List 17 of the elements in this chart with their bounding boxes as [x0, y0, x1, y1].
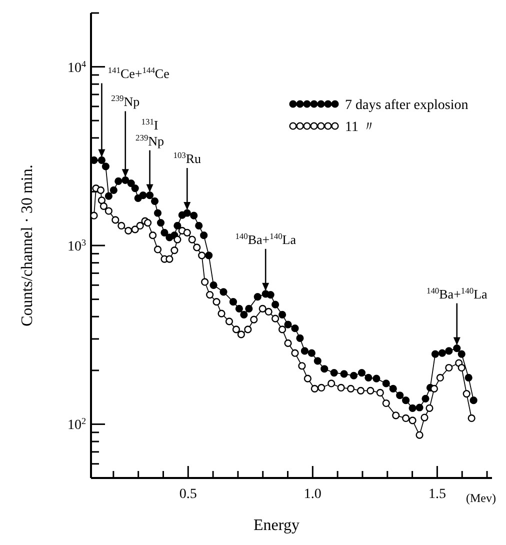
legend-label: 11 〃 — [345, 120, 376, 135]
annotation: $^{131}$I $^{239}$Np — [136, 116, 164, 148]
y-tick-label: 10$^{2}$ — [67, 416, 86, 434]
x-axis-title: Energy — [254, 517, 300, 534]
x-tick-label: 1.5 — [428, 487, 446, 502]
x-tick-label: 1.0 — [304, 487, 322, 502]
annotation: $^{140}$Ba+$^{140}$La — [235, 230, 296, 247]
y-tick-label: 10$^{3}$ — [67, 238, 86, 254]
x-tick-label: 0.5 — [179, 487, 197, 502]
text: (Mev) — [466, 491, 496, 505]
annotation: $^{239}$Np — [111, 93, 140, 110]
annotation: $^{103}$Ru — [173, 150, 202, 166]
y-tick-label: 10$^{4}$ — [67, 58, 86, 76]
annotation: $^{140}$Ba+$^{140}$La — [426, 285, 488, 302]
legend-label: 7 days after explosion — [345, 98, 468, 113]
annotation: $^{141}$Ce+$^{144}$Ce — [108, 65, 170, 82]
y-axis-title: Counts/channel · 30 min. — [19, 164, 36, 326]
